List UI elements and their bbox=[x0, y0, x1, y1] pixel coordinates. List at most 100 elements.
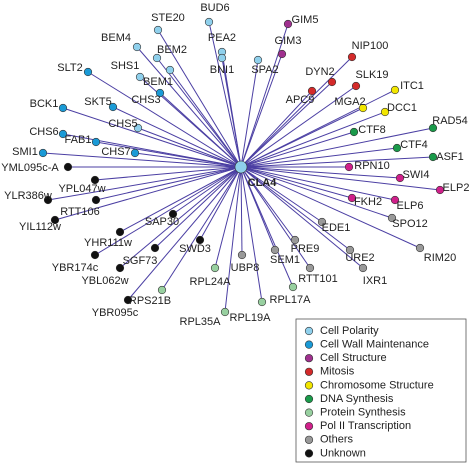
node-label: MGA2 bbox=[334, 96, 365, 108]
edge bbox=[154, 166, 242, 249]
edge bbox=[169, 69, 242, 168]
node bbox=[253, 55, 263, 65]
edge bbox=[157, 29, 242, 168]
edge bbox=[240, 166, 263, 303]
node-label: SPO12 bbox=[392, 218, 427, 230]
node-label: SAP30 bbox=[145, 216, 179, 228]
node-label: RPS21B bbox=[129, 295, 171, 307]
edge bbox=[240, 166, 294, 288]
node-label: GIM5 bbox=[292, 14, 319, 26]
node bbox=[83, 67, 93, 77]
edge bbox=[240, 111, 386, 168]
node-label: RPL19A bbox=[230, 312, 272, 324]
legend-swatch bbox=[304, 422, 314, 431]
node-label: SGF73 bbox=[123, 255, 158, 267]
node-label: RPL35A bbox=[180, 316, 222, 328]
node-label: RPL17A bbox=[270, 294, 312, 306]
legend-label: Chromosome Structure bbox=[320, 379, 434, 391]
edge bbox=[240, 107, 364, 168]
node-label: RIM20 bbox=[424, 252, 456, 264]
node-label: SLK19 bbox=[355, 69, 388, 81]
edge bbox=[42, 152, 242, 168]
node bbox=[428, 152, 438, 162]
node-label: CHS3 bbox=[131, 94, 160, 106]
node-label: STE20 bbox=[151, 12, 185, 24]
edge bbox=[240, 166, 441, 191]
node bbox=[152, 53, 162, 63]
node bbox=[135, 72, 145, 82]
edge bbox=[224, 166, 242, 313]
node-label: DCC1 bbox=[387, 102, 417, 114]
edge bbox=[240, 166, 364, 269]
node bbox=[210, 263, 220, 273]
edge bbox=[240, 85, 357, 168]
node-label: PEA2 bbox=[208, 32, 236, 44]
edge bbox=[240, 166, 353, 199]
edge bbox=[119, 166, 242, 233]
node bbox=[91, 195, 101, 205]
node bbox=[115, 227, 125, 237]
legend-label: Protein Synthesis bbox=[320, 407, 406, 419]
edge bbox=[240, 166, 311, 269]
node bbox=[349, 127, 359, 137]
edge bbox=[240, 56, 353, 168]
node bbox=[435, 185, 445, 195]
node bbox=[390, 85, 400, 95]
node-label: BCK1 bbox=[30, 98, 59, 110]
node-label: ASF1 bbox=[436, 151, 464, 163]
edge bbox=[95, 166, 242, 201]
node bbox=[347, 52, 357, 62]
node bbox=[358, 103, 368, 113]
node bbox=[380, 107, 390, 117]
edge bbox=[199, 166, 242, 241]
edge bbox=[240, 166, 296, 241]
node bbox=[90, 175, 100, 185]
legend-label: Cell Wall Maintenance bbox=[320, 339, 429, 351]
edge bbox=[112, 106, 242, 168]
node-label: BUD6 bbox=[200, 2, 229, 14]
node-label: YBR095c bbox=[92, 307, 139, 319]
node-label: NIP100 bbox=[352, 40, 389, 52]
node bbox=[150, 243, 160, 253]
edge bbox=[127, 166, 242, 301]
node-label: URE2 bbox=[345, 252, 374, 264]
edge bbox=[240, 147, 398, 168]
node-label: EDE1 bbox=[322, 222, 351, 234]
legend-swatch bbox=[304, 367, 314, 376]
edge bbox=[172, 166, 242, 215]
edge bbox=[240, 166, 243, 256]
edge bbox=[159, 92, 242, 168]
node bbox=[90, 250, 100, 260]
node-label: APC9 bbox=[286, 94, 315, 106]
node bbox=[344, 162, 354, 172]
node-label: YLR386w bbox=[4, 190, 52, 202]
edge bbox=[119, 166, 242, 269]
legend-label: Others bbox=[320, 434, 354, 446]
edge bbox=[240, 156, 434, 168]
node-label: GIM3 bbox=[275, 35, 302, 47]
legend-label: Unknown bbox=[320, 447, 366, 459]
edge bbox=[208, 21, 242, 168]
edge bbox=[240, 166, 351, 251]
node bbox=[38, 148, 48, 158]
node bbox=[63, 162, 73, 172]
node bbox=[58, 103, 68, 113]
legend-swatch bbox=[304, 394, 314, 404]
legend-swatch bbox=[304, 381, 314, 390]
node-label: BNI1 bbox=[210, 64, 234, 76]
node-label: ELP2 bbox=[443, 182, 470, 194]
edge bbox=[221, 57, 242, 168]
node-label: SMI1 bbox=[12, 146, 38, 158]
node bbox=[277, 49, 287, 59]
node-label: CTF8 bbox=[358, 124, 386, 136]
node bbox=[358, 263, 368, 273]
edge bbox=[136, 46, 242, 168]
node-label: SWD3 bbox=[179, 243, 211, 255]
node-label: YHR111w bbox=[84, 237, 132, 249]
node bbox=[387, 213, 397, 223]
node bbox=[392, 143, 402, 153]
node bbox=[220, 307, 230, 317]
node-label: BEM1 bbox=[143, 76, 173, 88]
node bbox=[108, 102, 118, 112]
